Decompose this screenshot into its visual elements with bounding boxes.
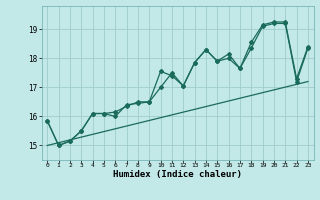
X-axis label: Humidex (Indice chaleur): Humidex (Indice chaleur) (113, 170, 242, 179)
